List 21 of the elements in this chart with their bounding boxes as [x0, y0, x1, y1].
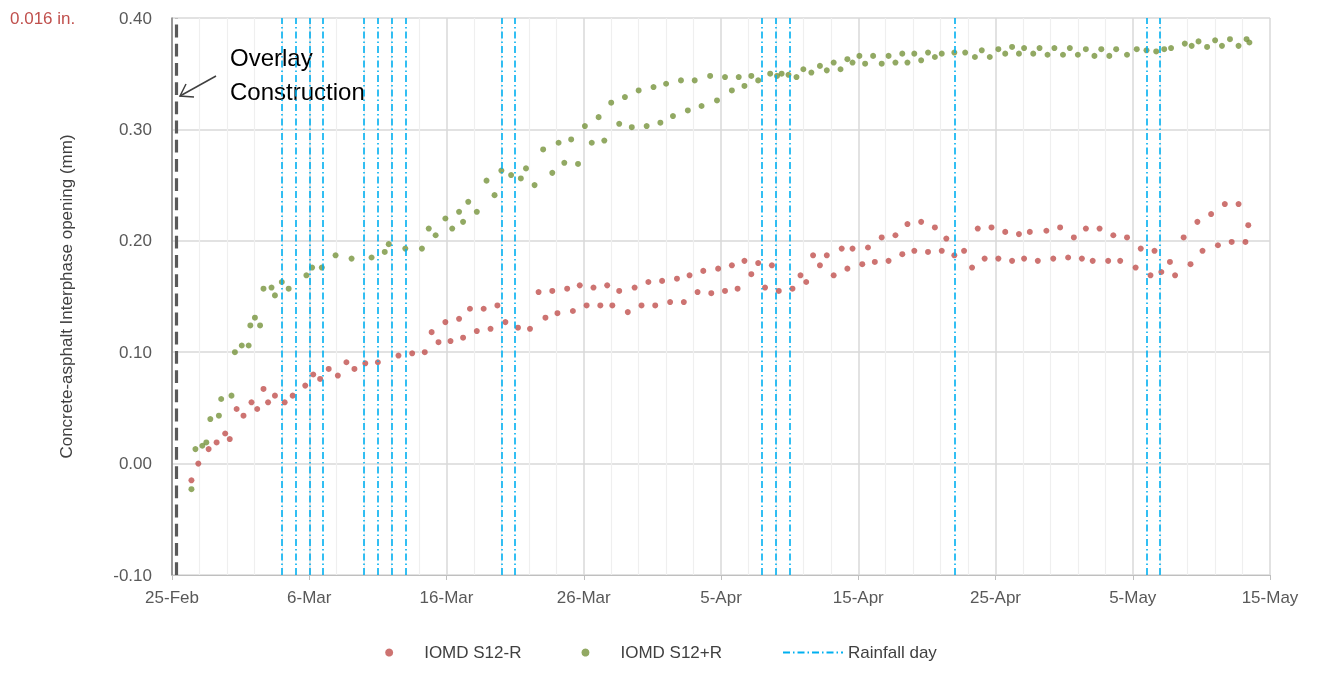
x-tick-label: 15-Apr [832, 588, 885, 607]
y-tick-label: 0.10 [118, 342, 152, 362]
x-tick-label: 6-Mar [287, 588, 332, 607]
y-tick-label: 0.40 [118, 8, 152, 28]
x-tick-label: 25-Feb [145, 588, 199, 607]
x-tick-label: 5-Apr [700, 588, 743, 607]
y-tick-label: 0.30 [118, 119, 152, 139]
x-tick-label: 15-May [1241, 588, 1299, 607]
legend-label: IOMD S12-R [424, 643, 522, 662]
y-tick-label: 0.20 [118, 231, 152, 251]
x-tick-label: 26-Mar [556, 588, 612, 607]
x-tick-label: 25-Apr [969, 588, 1022, 607]
x-tick-label: 5-May [1109, 588, 1157, 607]
x-tick-label: 16-Mar [419, 588, 474, 607]
legend-label: IOMD S12+R [620, 643, 723, 662]
y-axis-title: Concrete-asphalt Interphase opening (mm) [57, 134, 76, 459]
annotation: Overlay Construction [230, 44, 365, 106]
y-tick-label: 0.00 [118, 454, 152, 474]
y-tick-label: -0.10 [113, 565, 152, 585]
text: 0.016 in. [10, 9, 76, 28]
legend-label: Rainfall day [848, 643, 938, 662]
